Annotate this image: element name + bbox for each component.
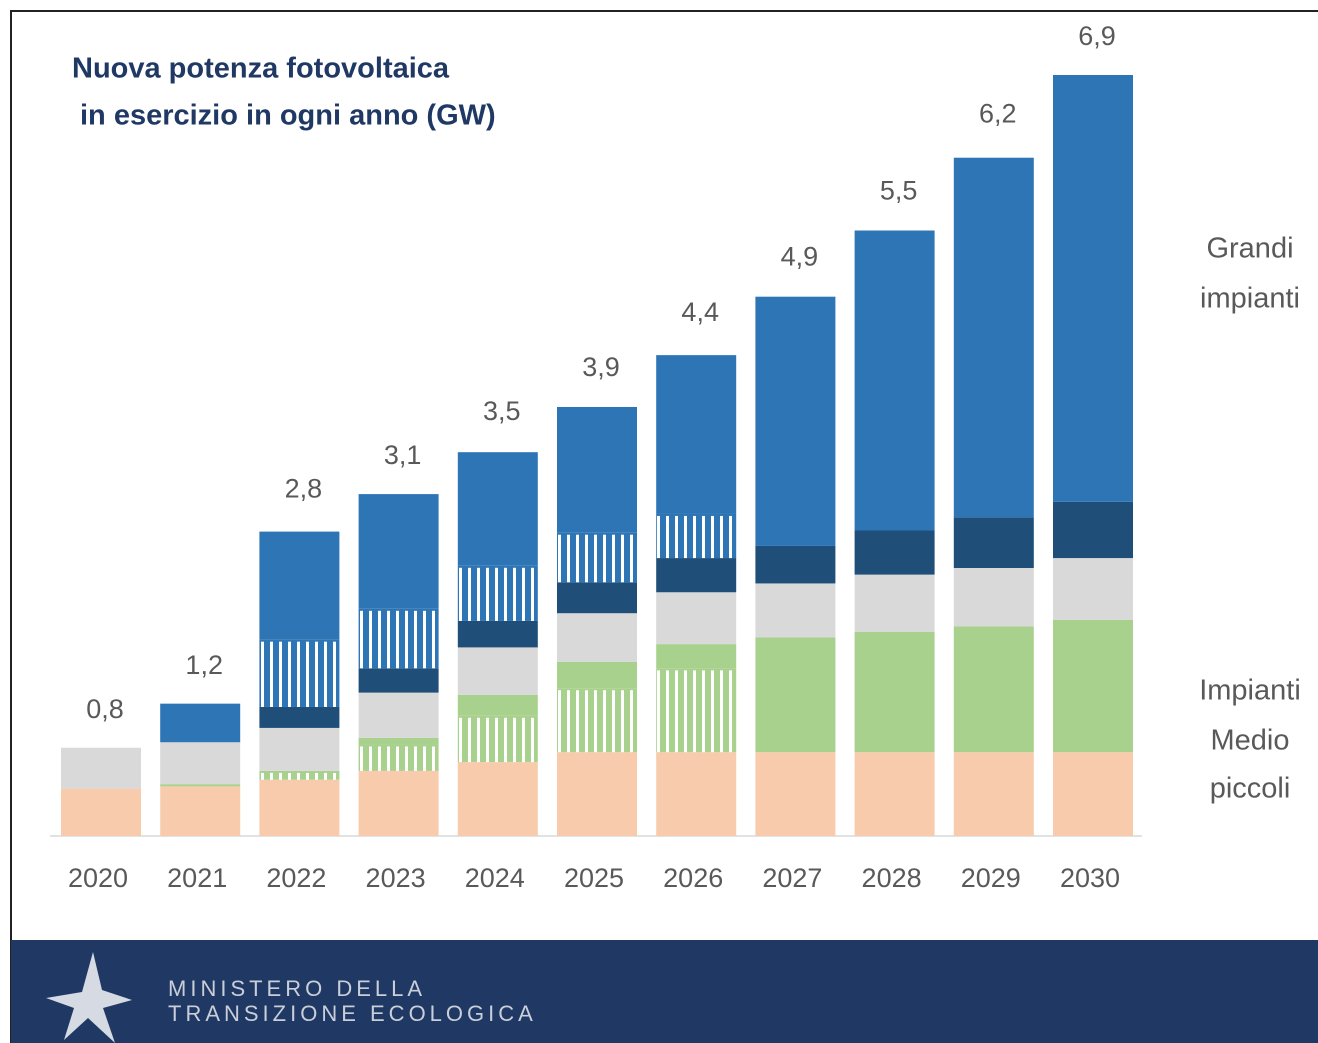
bar-segment	[358, 737, 439, 745]
x-tick-label: 2025	[564, 863, 624, 893]
x-tick-label: 2030	[1060, 863, 1120, 893]
bar-segment	[358, 494, 439, 609]
bar-segment	[755, 545, 836, 584]
value-label: 3,5	[483, 396, 521, 426]
bar-segment	[557, 752, 637, 836]
bar-segment	[457, 694, 538, 716]
bar-segment	[358, 692, 439, 738]
bar-segment	[656, 644, 737, 669]
frame	[10, 10, 1318, 1043]
x-tick-label: 2027	[762, 863, 822, 893]
bar-hatch	[358, 610, 439, 669]
bar-segment	[854, 631, 935, 753]
bar-segment	[160, 703, 241, 743]
bar-segment	[656, 558, 737, 593]
bar-hatch	[656, 670, 737, 753]
bar-segment	[259, 706, 340, 728]
footer-text: TRANSIZIONE ECOLOGICA	[168, 1001, 537, 1026]
value-label: 0,8	[86, 694, 124, 724]
bar-segment	[1053, 75, 1133, 502]
x-tick-label: 2024	[465, 863, 525, 893]
bar-segment	[358, 770, 439, 836]
bar-segment	[854, 230, 935, 531]
x-tick-label: 2022	[266, 863, 326, 893]
value-label: 6,9	[1078, 21, 1116, 51]
bar-segment	[953, 157, 1034, 518]
chart-title: in esercizio in ogni anno (GW)	[80, 100, 496, 132]
bar-hatch	[259, 641, 340, 707]
bar-segment	[457, 647, 538, 695]
bar-segment	[557, 582, 637, 614]
bar-segment	[1053, 501, 1133, 559]
bar-hatch	[557, 690, 637, 753]
bar-segment	[755, 637, 836, 753]
bar-hatch	[457, 567, 538, 621]
bar-segment	[755, 583, 836, 638]
bar-segment	[160, 784, 241, 787]
x-tick-label: 2021	[167, 863, 227, 893]
bar-segment	[1053, 752, 1133, 836]
bar-segment	[259, 531, 340, 640]
bar-segment	[557, 406, 637, 533]
bar-hatch	[457, 717, 538, 763]
bar-segment	[953, 752, 1034, 836]
bar-segment	[854, 530, 935, 575]
bar-segment	[358, 668, 439, 693]
value-label: 4,9	[781, 242, 819, 272]
bar-segment	[457, 762, 538, 836]
annotation: Medio	[1211, 725, 1290, 757]
bar-segment	[953, 626, 1034, 753]
bar-segment	[160, 786, 241, 836]
bar-segment	[854, 752, 935, 836]
logo	[46, 952, 132, 1043]
bar-segment	[61, 747, 141, 789]
bar-segment	[557, 661, 637, 689]
bar-segment	[259, 727, 340, 771]
value-label: 1,2	[185, 650, 223, 680]
value-label: 4,4	[681, 297, 719, 327]
bar-segment	[61, 788, 141, 836]
value-label: 3,1	[384, 440, 422, 470]
chart-title: Nuova potenza fotovoltaica	[72, 53, 450, 85]
value-label: 5,5	[880, 176, 918, 206]
bar-hatch	[557, 534, 637, 583]
x-tick-label: 2020	[68, 863, 128, 893]
annotation: Grandi	[1206, 233, 1293, 265]
bar-segment	[457, 452, 538, 566]
x-tick-label: 2029	[961, 863, 1021, 893]
bar-hatch	[358, 746, 439, 771]
bar-segment	[160, 742, 241, 785]
bar-segment	[656, 592, 737, 645]
annotation: Impianti	[1199, 675, 1301, 707]
bar-segment	[656, 752, 737, 836]
bar-segment	[755, 752, 836, 836]
value-label: 3,9	[582, 352, 620, 382]
bar-segment	[755, 296, 836, 546]
bar-segment	[1053, 619, 1133, 753]
bar-segment	[1053, 558, 1133, 620]
x-tick-label: 2028	[862, 863, 922, 893]
footer-text: MINISTERO DELLA	[168, 976, 426, 1001]
annotation: piccoli	[1210, 773, 1291, 805]
x-tick-label: 2023	[366, 863, 426, 893]
bar-segment	[953, 567, 1034, 627]
value-label: 2,8	[285, 473, 323, 503]
bar-segment	[953, 517, 1034, 568]
annotation: impianti	[1200, 283, 1300, 315]
footer-band	[11, 940, 1318, 1043]
bar-segment	[854, 574, 935, 632]
bar-segment	[259, 779, 340, 836]
x-tick-label: 2026	[663, 863, 723, 893]
bar-segment	[457, 620, 538, 648]
bar-segment	[656, 355, 737, 514]
bar-segment	[557, 613, 637, 662]
value-label: 6,2	[979, 98, 1017, 128]
bar-hatch	[259, 772, 340, 780]
bar-hatch	[656, 515, 737, 559]
